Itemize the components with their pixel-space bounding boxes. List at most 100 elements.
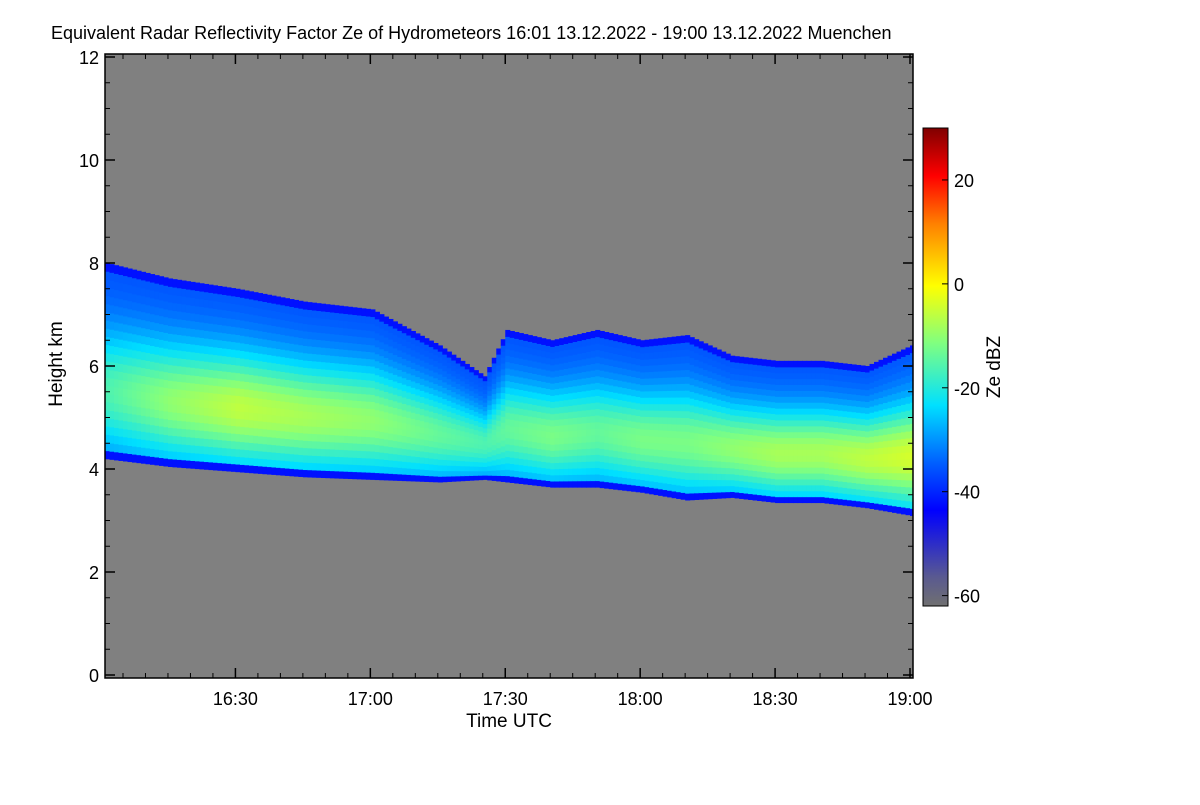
reflectivity-cell	[721, 442, 727, 450]
reflectivity-cell	[284, 372, 290, 380]
reflectivity-cell	[838, 498, 844, 506]
reflectivity-cell	[140, 287, 147, 297]
reflectivity-cell	[158, 441, 165, 451]
reflectivity-cell	[748, 416, 754, 424]
reflectivity-cell	[829, 462, 835, 469]
reflectivity-cell	[820, 402, 826, 409]
reflectivity-cell	[874, 392, 880, 400]
reflectivity-cell	[752, 470, 758, 477]
reflectivity-cell	[491, 470, 497, 476]
reflectivity-cell	[842, 451, 848, 459]
reflectivity-cell	[856, 388, 862, 396]
reflectivity-cell	[442, 409, 448, 416]
reflectivity-cell	[793, 455, 799, 462]
reflectivity-cell	[653, 410, 659, 418]
reflectivity-cell	[829, 391, 835, 398]
reflectivity-cell	[145, 400, 151, 409]
reflectivity-cell	[244, 328, 250, 337]
reflectivity-cell	[883, 421, 889, 429]
reflectivity-cell	[388, 359, 394, 367]
reflectivity-cell	[433, 389, 439, 396]
reflectivity-cell	[473, 429, 479, 435]
reflectivity-cell	[334, 312, 340, 321]
reflectivity-cell	[766, 389, 772, 396]
reflectivity-cell	[140, 303, 147, 313]
reflectivity-cell	[226, 379, 232, 388]
reflectivity-cell	[649, 352, 655, 360]
reflectivity-cell	[784, 431, 790, 439]
reflectivity-cell	[743, 416, 749, 423]
reflectivity-cell	[127, 356, 133, 366]
reflectivity-cell	[379, 417, 385, 426]
reflectivity-cell	[757, 423, 763, 431]
reflectivity-cell	[271, 437, 277, 446]
reflectivity-cell	[320, 448, 326, 457]
reflectivity-cell	[842, 410, 848, 418]
reflectivity-cell	[878, 497, 884, 505]
reflectivity-cell	[509, 349, 515, 357]
reflectivity-cell	[703, 414, 709, 422]
reflectivity-cell	[869, 442, 875, 449]
reflectivity-cell	[644, 403, 650, 411]
reflectivity-cell	[694, 352, 700, 360]
reflectivity-cell	[806, 484, 812, 492]
reflectivity-cell	[365, 443, 371, 452]
reflectivity-cell	[347, 399, 353, 408]
reflectivity-cell	[397, 460, 403, 468]
reflectivity-cell	[275, 311, 281, 320]
reflectivity-cell	[352, 342, 358, 351]
reflectivity-cell	[757, 376, 763, 383]
reflectivity-cell	[478, 421, 484, 427]
reflectivity-cell	[910, 479, 913, 488]
reflectivity-cell	[293, 461, 299, 470]
reflectivity-cell	[869, 448, 875, 455]
reflectivity-cell	[203, 407, 210, 416]
reflectivity-cell	[388, 433, 394, 441]
reflectivity-cell	[658, 390, 664, 398]
reflectivity-cell	[721, 479, 727, 487]
reflectivity-cell	[239, 456, 246, 465]
reflectivity-cell	[365, 415, 371, 423]
reflectivity-cell	[257, 405, 264, 414]
reflectivity-cell	[248, 329, 255, 338]
reflectivity-cell	[136, 302, 142, 312]
reflectivity-cell	[248, 359, 255, 368]
reflectivity-cell	[779, 484, 785, 492]
reflectivity-cell	[433, 423, 439, 431]
reflectivity-cell	[460, 440, 466, 447]
reflectivity-cell	[685, 438, 691, 446]
reflectivity-cell	[572, 430, 578, 437]
reflectivity-cell	[514, 363, 520, 371]
reflectivity-cell	[105, 401, 111, 411]
reflectivity-cell	[316, 382, 322, 391]
reflectivity-cell	[653, 475, 659, 483]
reflectivity-cell	[608, 339, 614, 347]
reflectivity-cell	[910, 359, 913, 368]
reflectivity-cell	[676, 390, 682, 398]
reflectivity-cell	[343, 392, 349, 401]
reflectivity-cell	[851, 417, 857, 425]
reflectivity-cell	[446, 405, 452, 412]
reflectivity-cell	[752, 375, 758, 383]
reflectivity-cell	[847, 464, 853, 471]
reflectivity-cell	[649, 397, 655, 405]
reflectivity-cell	[271, 332, 277, 341]
reflectivity-cell	[289, 343, 295, 352]
reflectivity-cell	[298, 432, 304, 441]
reflectivity-cell	[824, 455, 830, 463]
reflectivity-cell	[397, 330, 403, 338]
reflectivity-cell	[703, 349, 709, 357]
reflectivity-cell	[739, 445, 745, 452]
reflectivity-cell	[527, 465, 533, 473]
reflectivity-cell	[226, 363, 232, 373]
reflectivity-cell	[581, 461, 587, 469]
reflectivity-cell	[347, 435, 353, 444]
reflectivity-cell	[136, 382, 142, 392]
reflectivity-cell	[608, 417, 614, 425]
reflectivity-cell	[460, 430, 466, 437]
reflectivity-cell	[415, 364, 421, 371]
reflectivity-cell	[734, 385, 740, 393]
reflectivity-cell	[806, 490, 812, 498]
reflectivity-cell	[716, 423, 722, 431]
reflectivity-cell	[109, 272, 115, 281]
